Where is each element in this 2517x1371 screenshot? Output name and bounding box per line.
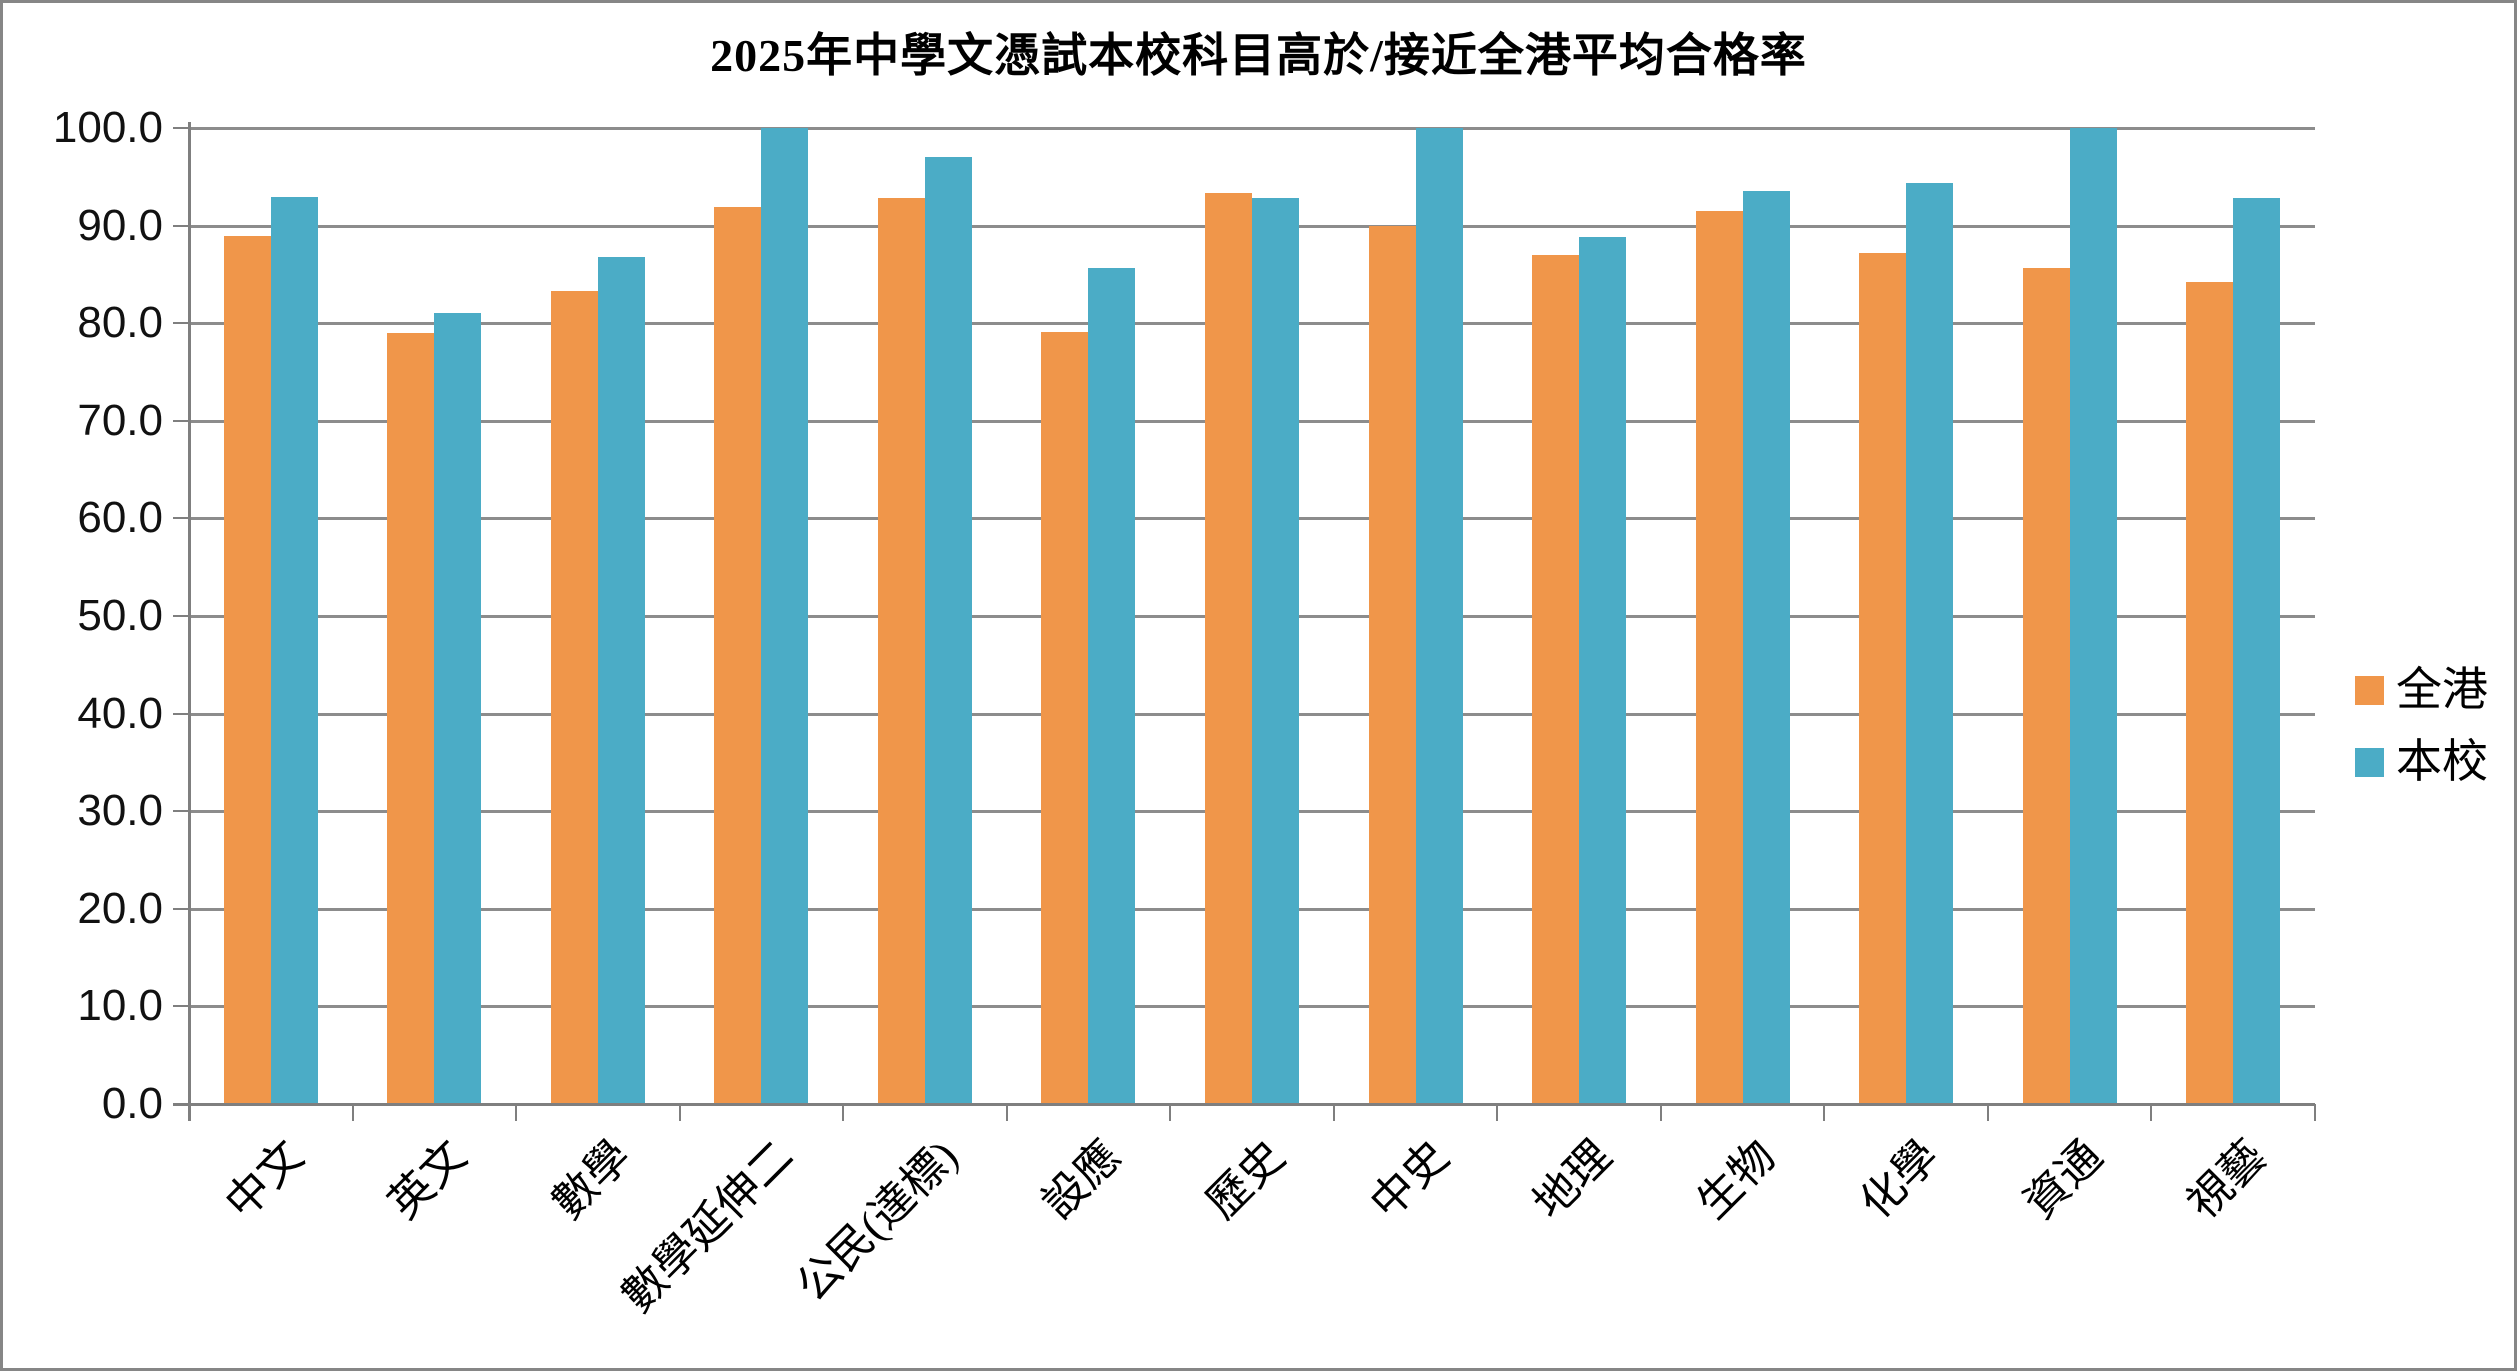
y-axis-tick bbox=[173, 615, 189, 617]
x-axis-tick bbox=[1660, 1104, 1662, 1121]
x-axis-line bbox=[173, 1103, 2315, 1106]
legend: 全港 本校 bbox=[2355, 667, 2488, 811]
x-axis-label: 中史 bbox=[1360, 1131, 1458, 1229]
y-axis-line bbox=[188, 122, 191, 1121]
x-axis-tick bbox=[1006, 1104, 1008, 1121]
bar bbox=[434, 313, 481, 1104]
bar bbox=[1906, 182, 1953, 1104]
y-axis-tick bbox=[173, 1005, 189, 1008]
y-axis-label: 0.0 bbox=[101, 1079, 163, 1128]
bar bbox=[2186, 282, 2233, 1104]
x-axis-tick bbox=[1987, 1104, 1989, 1121]
y-axis-label: 60.0 bbox=[77, 493, 163, 543]
x-axis-label: 設應 bbox=[1033, 1131, 1131, 1229]
chart-title: 2025年中學文憑試本校科目高於/接近全港平均合格率 bbox=[710, 30, 1807, 81]
y-axis-label: 80.0 bbox=[77, 298, 163, 348]
x-axis-label: 生物 bbox=[1687, 1131, 1785, 1229]
y-axis-label: 90.0 bbox=[77, 200, 163, 250]
legend-item-allhk: 全港 bbox=[2355, 667, 2488, 713]
x-axis-tick bbox=[2314, 1104, 2316, 1121]
gridline bbox=[189, 127, 2315, 130]
x-axis-tick bbox=[352, 1104, 354, 1121]
y-axis-label: 70.0 bbox=[77, 395, 163, 445]
bar bbox=[878, 198, 925, 1104]
x-axis-label: 視藝 bbox=[2178, 1131, 2276, 1229]
y-axis-tick bbox=[173, 907, 189, 910]
y-axis-tick bbox=[173, 419, 189, 422]
bar bbox=[1532, 254, 1579, 1104]
x-axis-label: 英文 bbox=[379, 1131, 477, 1229]
y-axis-tick bbox=[173, 127, 189, 129]
bar bbox=[598, 256, 645, 1104]
bar bbox=[1369, 225, 1416, 1104]
x-axis-tick bbox=[1333, 1104, 1335, 1121]
x-axis-label: 歷史 bbox=[1197, 1131, 1294, 1229]
x-axis-label: 資通 bbox=[2014, 1131, 2112, 1229]
x-axis-label: 數學延伸二 bbox=[613, 1131, 804, 1322]
x-axis-tick bbox=[515, 1104, 517, 1121]
x-axis-tick bbox=[2150, 1104, 2152, 1121]
bar bbox=[1743, 191, 1790, 1104]
y-axis-label: 100.0 bbox=[52, 103, 163, 152]
bar bbox=[551, 290, 598, 1104]
y-axis-tick bbox=[173, 810, 189, 813]
legend-label-school: 本校 bbox=[2396, 736, 2488, 787]
bar bbox=[271, 197, 318, 1104]
bar bbox=[1252, 198, 1299, 1104]
y-axis-label: 10.0 bbox=[77, 981, 163, 1031]
x-axis-label: 化學 bbox=[1851, 1131, 1949, 1229]
x-axis-label: 數學 bbox=[542, 1131, 640, 1229]
x-axis-label: 中文 bbox=[215, 1131, 313, 1229]
y-axis-label: 30.0 bbox=[77, 786, 163, 836]
x-axis-tick bbox=[1169, 1104, 1171, 1121]
y-axis-label: 40.0 bbox=[77, 688, 163, 738]
bar bbox=[1041, 331, 1088, 1104]
x-axis-tick bbox=[679, 1104, 681, 1121]
bar bbox=[761, 128, 808, 1104]
y-axis-tick bbox=[173, 712, 189, 715]
bar bbox=[1696, 210, 1743, 1104]
bar bbox=[925, 157, 972, 1104]
bar bbox=[1579, 237, 1626, 1104]
x-axis-label: 公民(達標) bbox=[787, 1131, 967, 1312]
bar bbox=[1205, 193, 1252, 1104]
y-axis-tick bbox=[173, 322, 189, 325]
bar bbox=[714, 207, 761, 1104]
legend-item-school: 本校 bbox=[2355, 739, 2488, 785]
x-axis-tick bbox=[1496, 1104, 1498, 1121]
y-axis-label: 20.0 bbox=[77, 883, 163, 933]
x-axis-tick bbox=[842, 1104, 844, 1121]
bar bbox=[224, 236, 271, 1104]
bar bbox=[1416, 128, 1463, 1104]
bar bbox=[2070, 128, 2117, 1104]
bar bbox=[1088, 267, 1135, 1104]
bar bbox=[2023, 267, 2070, 1104]
bar bbox=[387, 332, 434, 1104]
x-axis-label: 地理 bbox=[1524, 1131, 1622, 1229]
legend-label-allhk: 全港 bbox=[2396, 664, 2488, 715]
x-axis-tick bbox=[1823, 1104, 1825, 1121]
y-axis-label: 50.0 bbox=[77, 591, 163, 640]
legend-swatch-school bbox=[2355, 747, 2384, 777]
bar bbox=[1859, 252, 1906, 1104]
bar bbox=[2233, 198, 2280, 1104]
y-axis-tick bbox=[173, 224, 189, 227]
y-axis-tick bbox=[173, 517, 189, 520]
x-axis-tick bbox=[188, 1104, 190, 1121]
legend-swatch-allhk bbox=[2355, 675, 2384, 705]
